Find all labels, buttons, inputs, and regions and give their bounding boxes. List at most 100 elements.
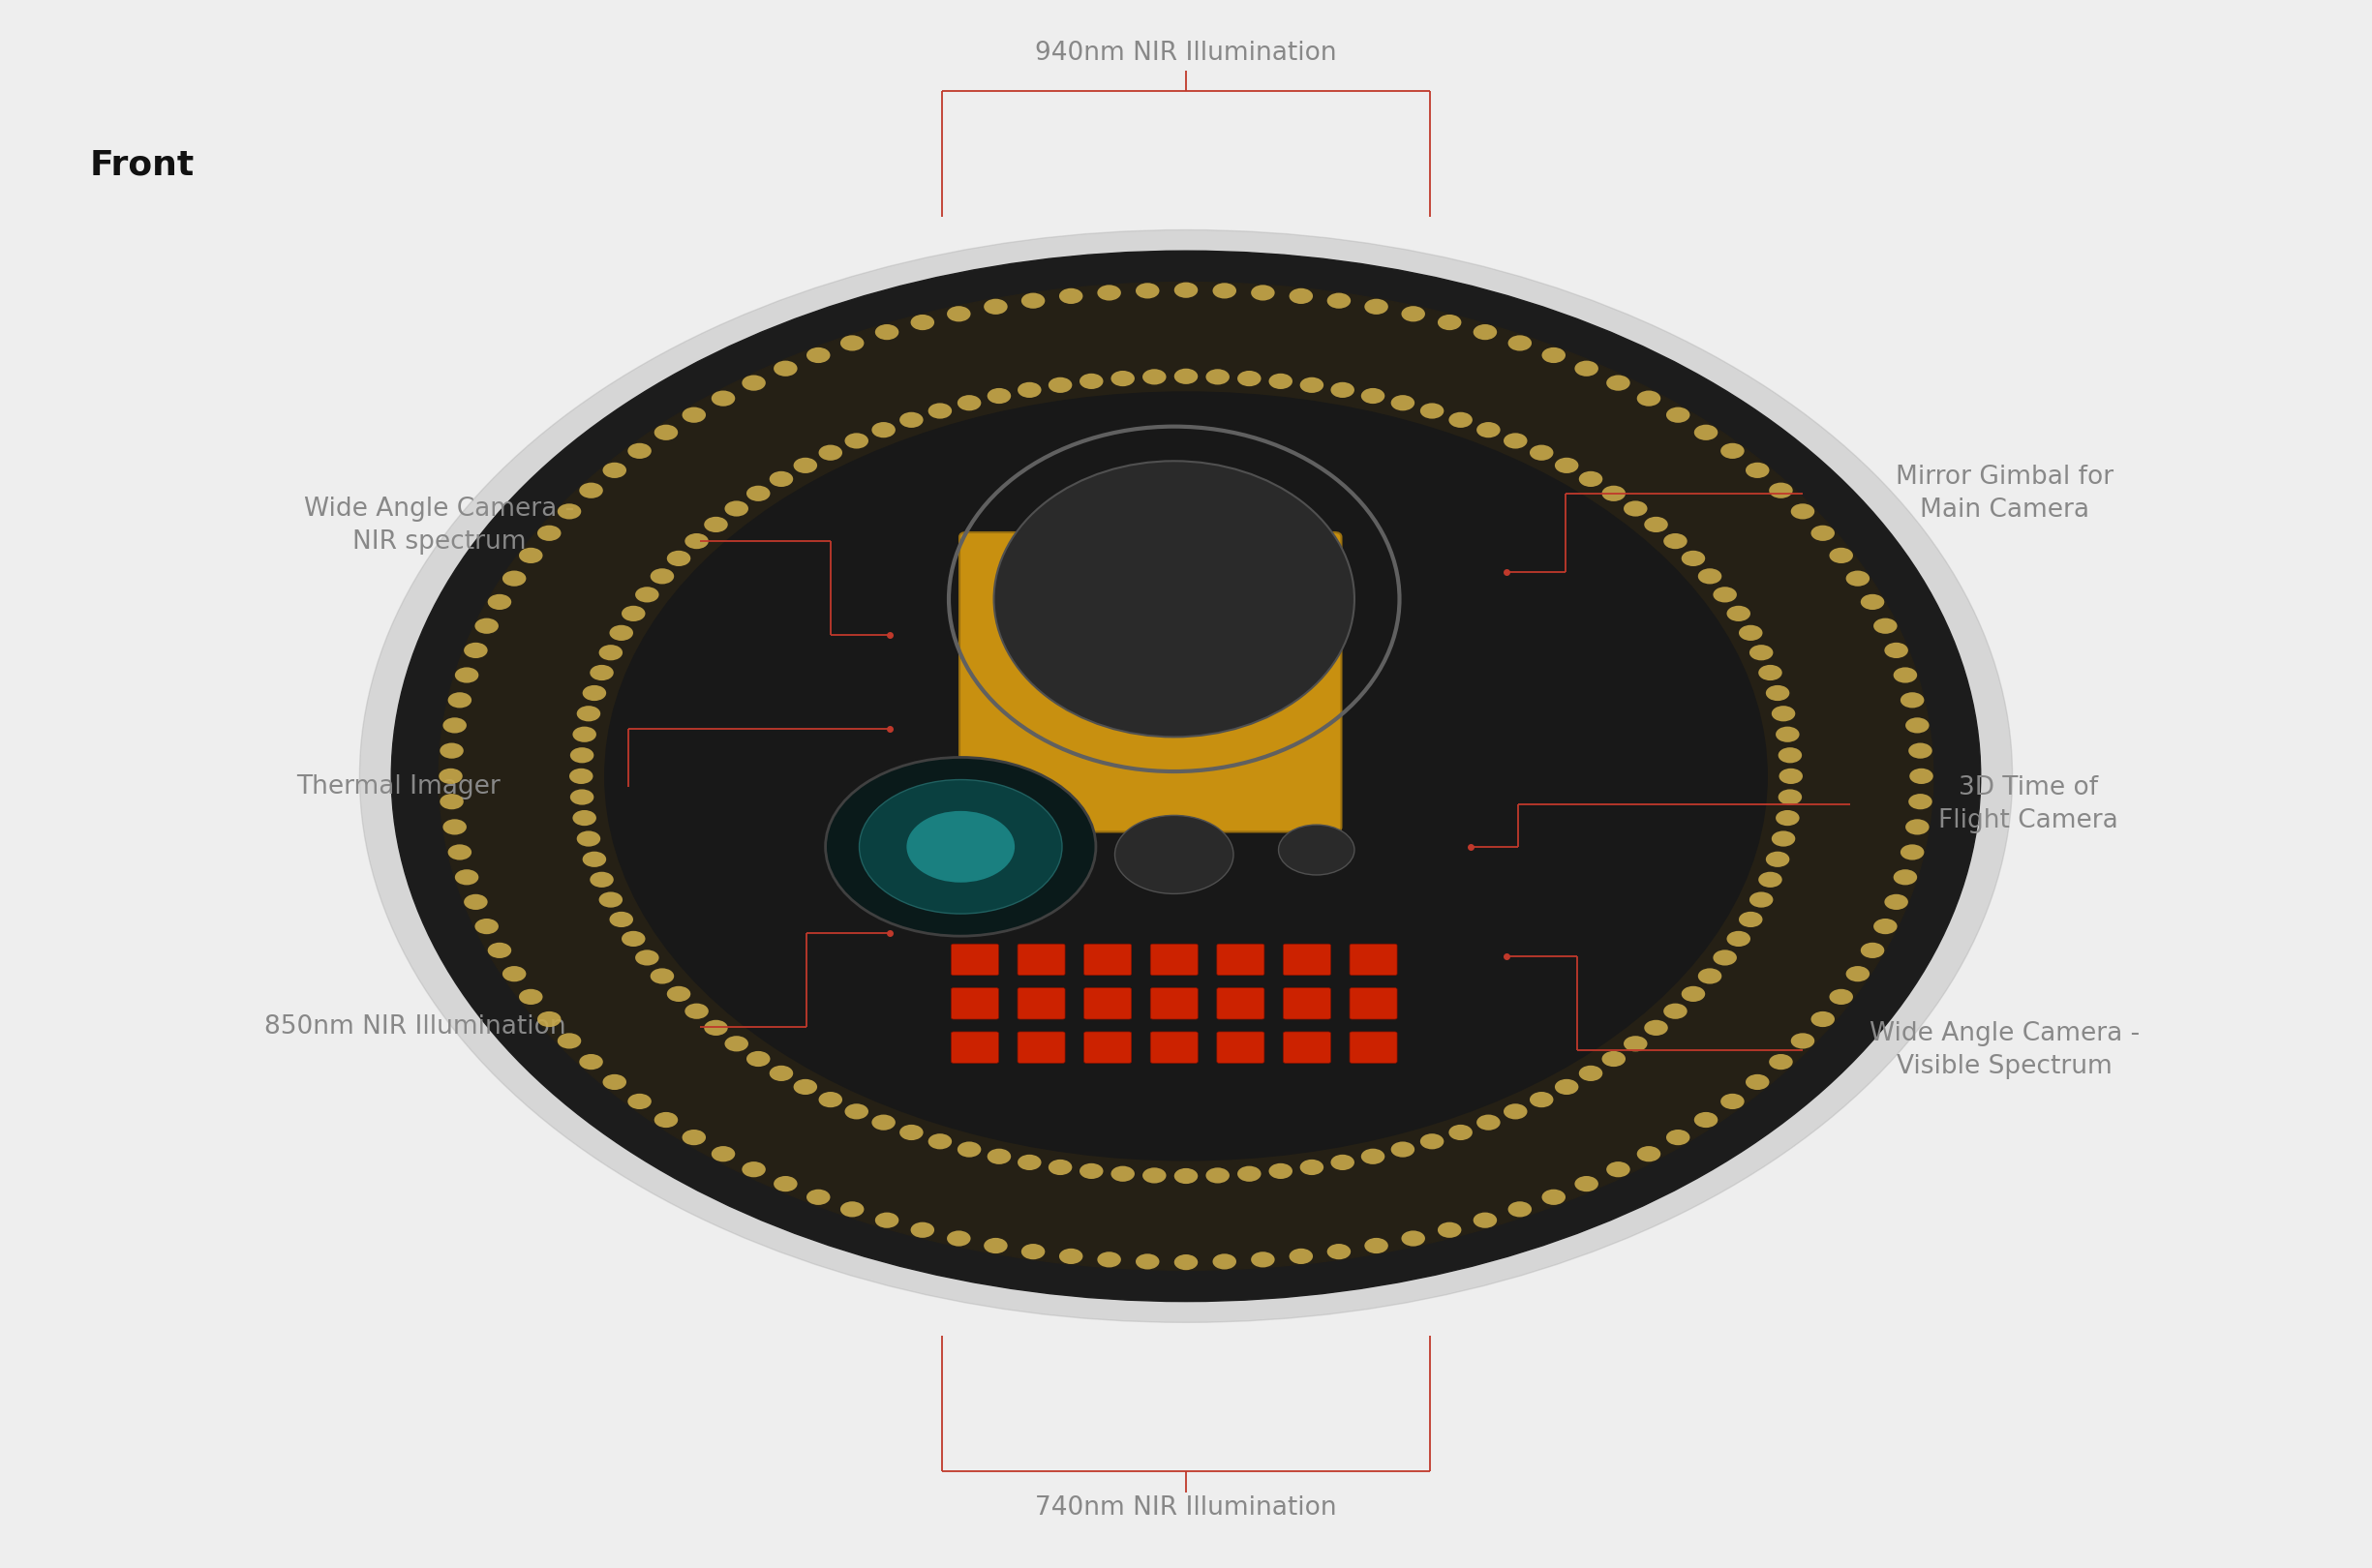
Circle shape <box>1905 818 1928 834</box>
Circle shape <box>1874 618 1898 633</box>
Circle shape <box>1110 1167 1134 1182</box>
Circle shape <box>795 458 818 474</box>
Circle shape <box>1601 1051 1625 1066</box>
Circle shape <box>1606 1162 1630 1178</box>
Circle shape <box>840 336 863 351</box>
Circle shape <box>987 387 1010 403</box>
Circle shape <box>747 1051 771 1066</box>
Circle shape <box>875 325 899 340</box>
FancyBboxPatch shape <box>951 1032 999 1063</box>
Circle shape <box>584 685 607 701</box>
Circle shape <box>489 594 512 610</box>
Circle shape <box>610 626 633 641</box>
Circle shape <box>1829 989 1853 1005</box>
Circle shape <box>1079 1163 1103 1179</box>
Circle shape <box>773 361 797 376</box>
Circle shape <box>636 586 659 602</box>
FancyBboxPatch shape <box>1150 944 1198 975</box>
Circle shape <box>704 1019 728 1035</box>
Circle shape <box>1238 1167 1262 1182</box>
Circle shape <box>557 1033 581 1049</box>
Text: Front: Front <box>90 149 195 180</box>
Circle shape <box>503 966 527 982</box>
Circle shape <box>1331 383 1354 398</box>
Circle shape <box>667 986 690 1002</box>
Circle shape <box>1909 768 1933 784</box>
Circle shape <box>655 425 678 441</box>
Circle shape <box>621 605 645 621</box>
Circle shape <box>1770 1054 1793 1069</box>
Circle shape <box>1580 470 1603 486</box>
Circle shape <box>1777 811 1800 826</box>
Circle shape <box>1791 1033 1815 1049</box>
Circle shape <box>769 470 792 486</box>
Circle shape <box>773 1176 797 1192</box>
Circle shape <box>503 571 527 586</box>
Circle shape <box>686 1004 709 1019</box>
Circle shape <box>1238 370 1262 386</box>
Circle shape <box>742 1162 766 1178</box>
Circle shape <box>439 282 1933 1270</box>
Circle shape <box>1048 378 1072 394</box>
Circle shape <box>621 931 645 947</box>
Circle shape <box>572 811 595 826</box>
Circle shape <box>1530 1091 1554 1107</box>
Circle shape <box>1644 517 1668 533</box>
Circle shape <box>1174 368 1198 384</box>
FancyBboxPatch shape <box>1283 944 1331 975</box>
Circle shape <box>1698 969 1722 985</box>
Circle shape <box>576 706 600 721</box>
Text: Mirror Gimbal for
Main Camera: Mirror Gimbal for Main Camera <box>1895 464 2113 524</box>
FancyBboxPatch shape <box>1084 944 1131 975</box>
Circle shape <box>1437 1221 1461 1237</box>
Circle shape <box>444 818 467 834</box>
Circle shape <box>1810 525 1834 541</box>
FancyBboxPatch shape <box>958 533 1343 833</box>
Circle shape <box>844 1104 868 1120</box>
Circle shape <box>1682 986 1705 1002</box>
Circle shape <box>958 395 982 411</box>
Circle shape <box>1504 1104 1528 1120</box>
Circle shape <box>1829 547 1853 563</box>
Text: Wide Angle Camera -
Visible Spectrum: Wide Angle Camera - Visible Spectrum <box>1869 1021 2140 1080</box>
Circle shape <box>1694 1112 1717 1127</box>
Text: 940nm NIR Illumination: 940nm NIR Illumination <box>1034 41 1338 66</box>
Circle shape <box>844 433 868 448</box>
Circle shape <box>1905 718 1928 734</box>
Circle shape <box>448 844 472 859</box>
Circle shape <box>465 894 489 909</box>
Circle shape <box>1554 1079 1577 1094</box>
Circle shape <box>655 1112 678 1127</box>
Circle shape <box>1174 1254 1198 1270</box>
Circle shape <box>1060 1248 1084 1264</box>
Circle shape <box>1174 282 1198 298</box>
Circle shape <box>1860 594 1883 610</box>
Circle shape <box>1727 605 1751 621</box>
Circle shape <box>1205 368 1229 384</box>
Text: Wide Angle Camera -
NIR spectrum: Wide Angle Camera - NIR spectrum <box>304 495 574 555</box>
Circle shape <box>911 315 935 331</box>
Circle shape <box>911 1221 935 1237</box>
Circle shape <box>1810 1011 1834 1027</box>
Circle shape <box>1765 685 1788 701</box>
Circle shape <box>1601 486 1625 502</box>
Text: 740nm NIR Illumination: 740nm NIR Illumination <box>1034 1496 1338 1521</box>
Circle shape <box>1637 1146 1660 1162</box>
Circle shape <box>875 1212 899 1228</box>
Circle shape <box>1606 375 1630 390</box>
Circle shape <box>361 230 2011 1322</box>
FancyBboxPatch shape <box>1150 1032 1198 1063</box>
Circle shape <box>1212 1254 1236 1270</box>
Circle shape <box>448 693 472 709</box>
FancyBboxPatch shape <box>1018 944 1065 975</box>
Circle shape <box>1326 1243 1350 1259</box>
Circle shape <box>598 892 621 908</box>
Circle shape <box>519 989 543 1005</box>
Circle shape <box>723 500 747 516</box>
Circle shape <box>946 306 970 321</box>
Circle shape <box>825 757 1096 936</box>
Circle shape <box>795 1079 818 1094</box>
Circle shape <box>1098 285 1122 301</box>
Circle shape <box>489 942 512 958</box>
Circle shape <box>1473 325 1497 340</box>
